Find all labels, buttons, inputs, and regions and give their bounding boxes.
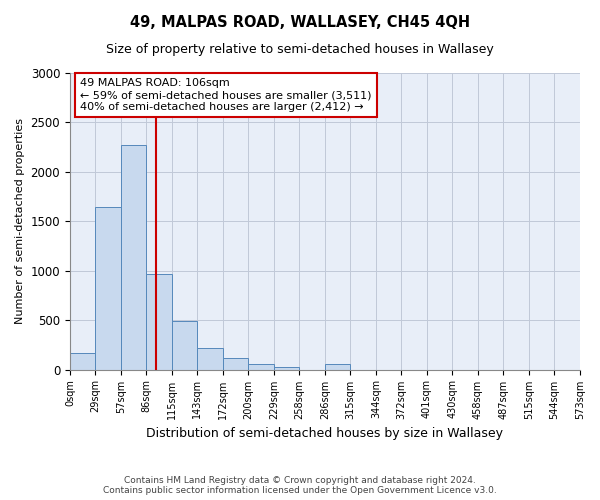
- Text: Size of property relative to semi-detached houses in Wallasey: Size of property relative to semi-detach…: [106, 42, 494, 56]
- Text: Contains HM Land Registry data © Crown copyright and database right 2024.
Contai: Contains HM Land Registry data © Crown c…: [103, 476, 497, 495]
- Bar: [325, 364, 350, 370]
- Bar: [121, 145, 146, 370]
- Bar: [248, 364, 274, 370]
- Text: 49 MALPAS ROAD: 106sqm
← 59% of semi-detached houses are smaller (3,511)
40% of : 49 MALPAS ROAD: 106sqm ← 59% of semi-det…: [80, 78, 371, 112]
- Bar: [274, 366, 299, 370]
- Y-axis label: Number of semi-detached properties: Number of semi-detached properties: [15, 118, 25, 324]
- X-axis label: Distribution of semi-detached houses by size in Wallasey: Distribution of semi-detached houses by …: [146, 427, 503, 440]
- Bar: [95, 207, 121, 370]
- Bar: [223, 358, 248, 370]
- Bar: [172, 321, 197, 370]
- Bar: [197, 348, 223, 370]
- Text: 49, MALPAS ROAD, WALLASEY, CH45 4QH: 49, MALPAS ROAD, WALLASEY, CH45 4QH: [130, 15, 470, 30]
- Bar: [70, 352, 95, 370]
- Bar: [146, 274, 172, 370]
